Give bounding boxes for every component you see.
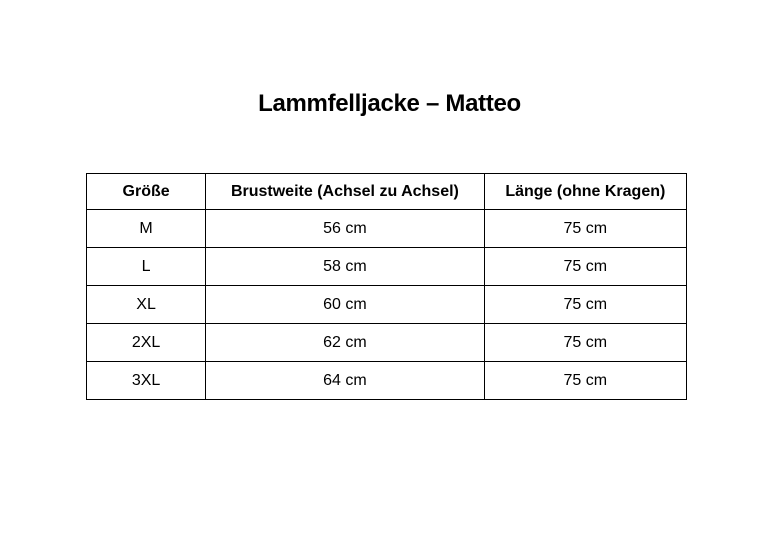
cell-length: 75 cm	[483, 209, 688, 248]
table-row: 2XL 62 cm 75 cm	[85, 323, 688, 362]
table-row: 3XL 64 cm 75 cm	[85, 361, 688, 400]
cell-length: 75 cm	[483, 361, 688, 400]
cell-length: 75 cm	[483, 247, 688, 286]
cell-chest: 56 cm	[205, 209, 485, 248]
column-header-length: Länge (ohne Kragen)	[483, 173, 688, 210]
cell-size: L	[85, 247, 207, 286]
cell-size: 3XL	[85, 361, 207, 400]
table-row: L 58 cm 75 cm	[85, 247, 688, 286]
cell-length: 75 cm	[483, 285, 688, 324]
cell-chest: 60 cm	[205, 285, 485, 324]
size-table: Größe Brustweite (Achsel zu Achsel) Läng…	[85, 173, 688, 400]
cell-length: 75 cm	[483, 323, 688, 362]
cell-chest: 64 cm	[205, 361, 485, 400]
size-table-header-row: Größe Brustweite (Achsel zu Achsel) Läng…	[85, 173, 688, 210]
table-row: XL 60 cm 75 cm	[85, 285, 688, 324]
column-header-size: Größe	[85, 173, 207, 210]
page-title: Lammfelljacke – Matteo	[258, 90, 521, 117]
cell-chest: 58 cm	[205, 247, 485, 286]
cell-size: 2XL	[85, 323, 207, 362]
cell-size: XL	[85, 285, 207, 324]
table-row: M 56 cm 75 cm	[85, 209, 688, 248]
cell-chest: 62 cm	[205, 323, 485, 362]
cell-size: M	[85, 209, 207, 248]
column-header-chest: Brustweite (Achsel zu Achsel)	[205, 173, 485, 210]
